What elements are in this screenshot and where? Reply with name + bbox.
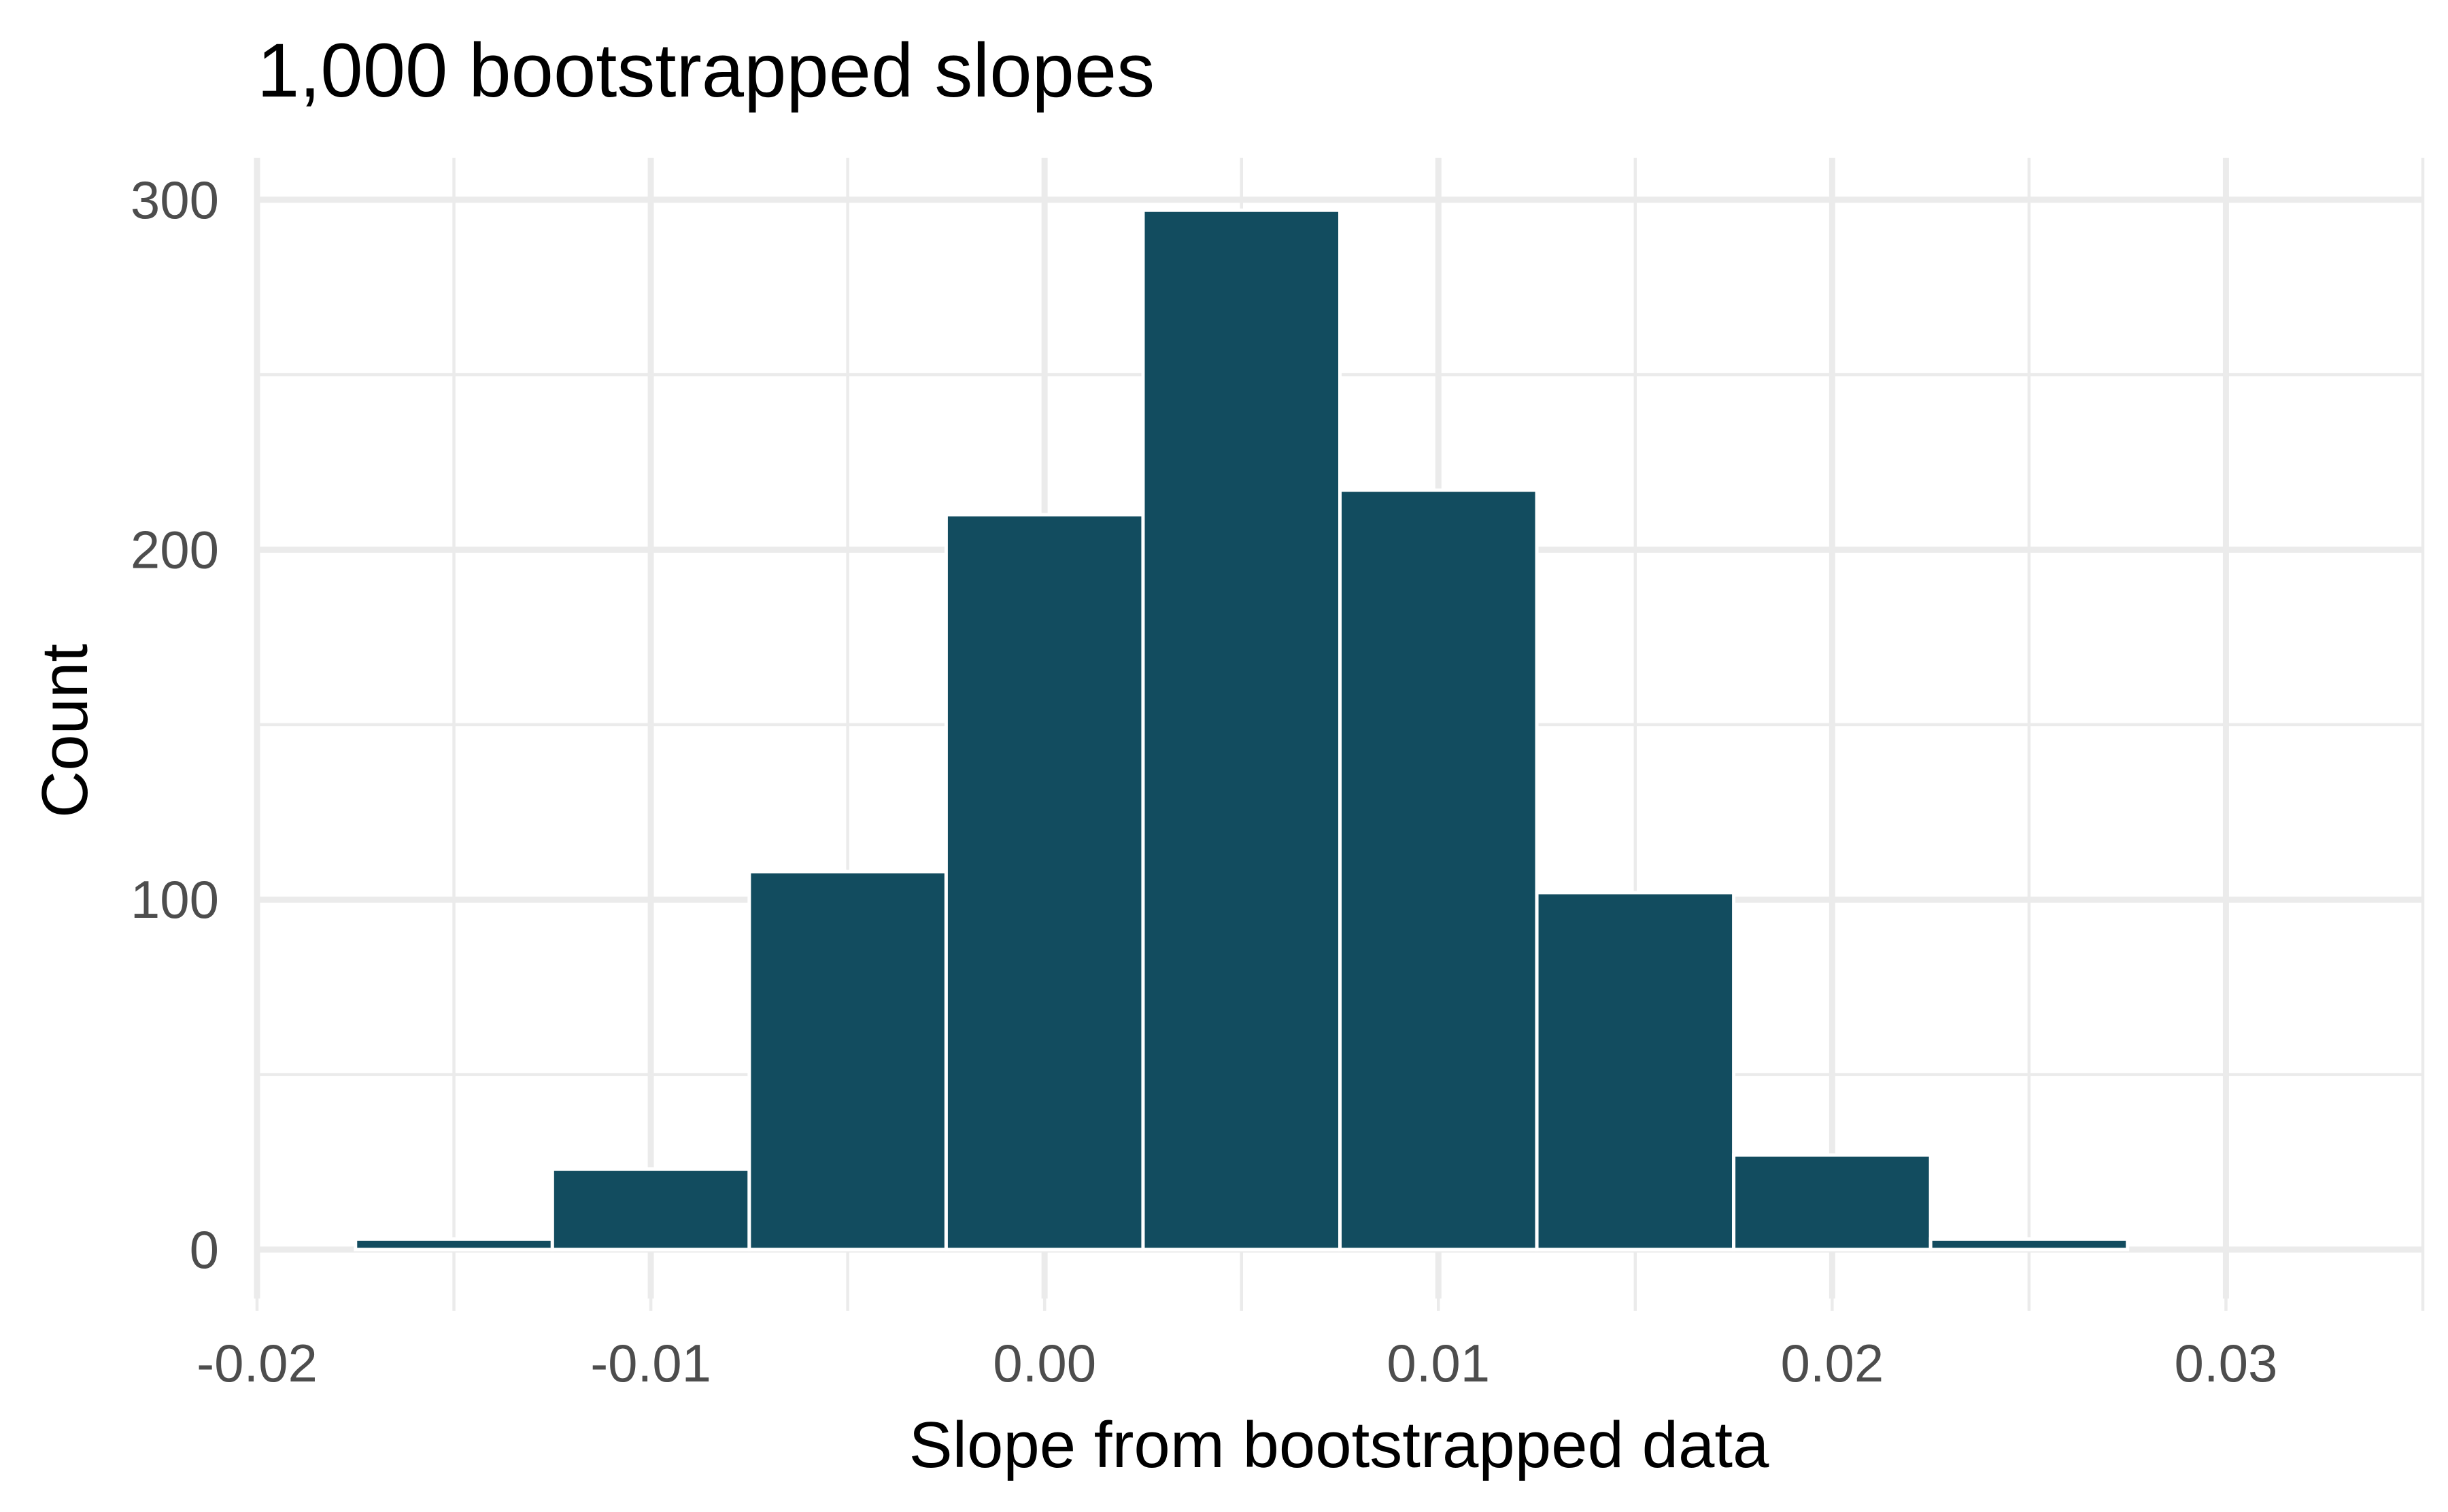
histogram-bar — [550, 1167, 751, 1252]
histogram-bar — [944, 513, 1145, 1252]
histogram-bar — [1928, 1237, 2130, 1252]
histogram-bar — [1141, 208, 1342, 1252]
x-axis: -0.02 -0.01 0.00 0.01 0.02 0.03 — [197, 1299, 2425, 1393]
x-axis-title: Slope from bootstrapped data — [909, 1409, 1769, 1481]
x-tick-label: -0.01 — [590, 1333, 711, 1393]
x-tick-label: 0.01 — [1387, 1333, 1490, 1393]
histogram-bar — [354, 1237, 554, 1252]
bars — [354, 208, 2130, 1252]
x-tick-label: 0.00 — [993, 1333, 1096, 1393]
histogram-bar — [747, 870, 948, 1252]
x-tick-label: -0.02 — [197, 1333, 318, 1393]
histogram-bar — [1732, 1153, 1933, 1252]
y-axis: 0 100 200 300 — [131, 170, 219, 1279]
y-tick-label: 100 — [131, 870, 219, 929]
y-tick-label: 300 — [131, 170, 219, 230]
x-tick-label: 0.03 — [2175, 1333, 2278, 1393]
x-tick-label: 0.02 — [1780, 1333, 1884, 1393]
histogram-bar — [1535, 891, 1736, 1252]
chart-title: 1,000 bootstrapped slopes — [257, 28, 1155, 113]
histogram-bar — [1338, 488, 1539, 1252]
y-tick-label: 0 — [190, 1220, 219, 1279]
y-axis-title: Count — [29, 644, 101, 818]
y-tick-label: 200 — [131, 519, 219, 579]
